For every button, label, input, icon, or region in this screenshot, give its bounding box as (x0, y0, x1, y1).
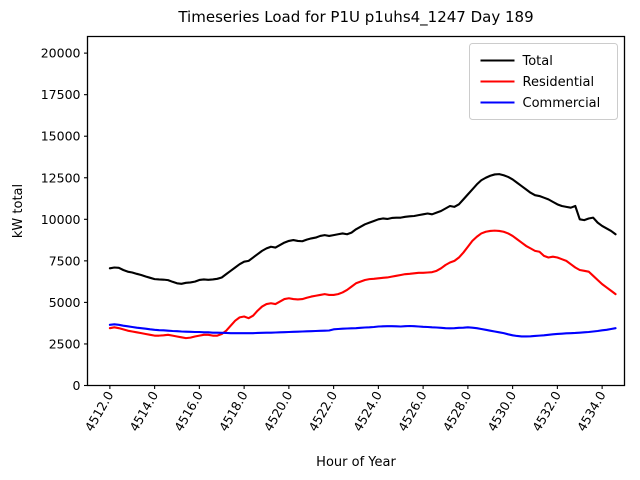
legend-label-residential: Residential (523, 75, 595, 90)
y-tick-label: 5000 (49, 295, 81, 310)
y-tick-label: 17500 (41, 87, 81, 102)
y-tick-label: 15000 (41, 129, 81, 144)
y-axis-label: kW total (11, 184, 26, 238)
legend-label-total: Total (522, 54, 553, 69)
y-tick-label: 0 (73, 378, 81, 393)
legend-label-commercial: Commercial (523, 96, 601, 111)
series-line-total (108, 173, 617, 285)
y-tick-label: 7500 (49, 253, 81, 268)
y-axis-ticks: 0 2500 5000 7500 10000 12500 15000 17500 20000 (41, 46, 88, 393)
legend-background (469, 43, 618, 120)
chart-legend[interactable]: Total Residential Commercial (469, 43, 618, 120)
axes-frame (86, 35, 626, 387)
series-line-residential (108, 229, 617, 340)
chart-title: Timeseries Load for P1U p1uhs4_1247 Day … (177, 8, 533, 27)
y-tick-label: 2500 (49, 336, 81, 351)
y-tick-label: 10000 (41, 212, 81, 227)
x-axis-label: Hour of Year (316, 455, 396, 470)
data-series-group (108, 173, 617, 340)
y-tick-label: 20000 (41, 46, 81, 61)
plot-border (86, 35, 626, 387)
y-tick-label: 12500 (41, 170, 81, 185)
series-line-commercial (108, 323, 617, 338)
